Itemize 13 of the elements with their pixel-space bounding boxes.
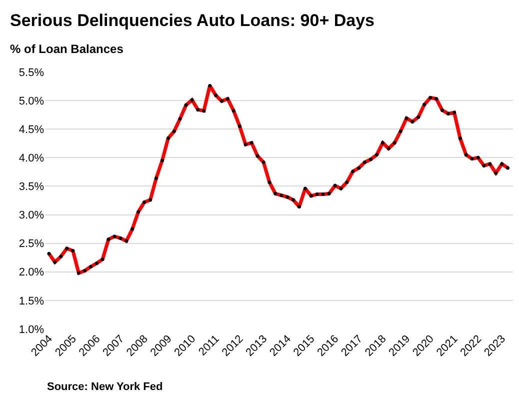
y-tick-label: 5.5% [18,66,44,79]
y-tick-label: 2.5% [18,238,44,250]
y-tick-label: 4.0% [18,152,44,165]
y-tick-label: 2.0% [18,266,44,279]
y-tick-label: 3.0% [18,210,44,222]
y-tick-label: 1.5% [18,295,44,308]
chart-subtitle: % of Loan Balances [10,42,124,56]
chart-title: Serious Delinquencies Auto Loans: 90+ Days [10,11,375,30]
y-tick-label: 3.5% [18,181,44,194]
source-note: Source: New York Fed [47,381,163,393]
y-tick-label: 1.0% [18,324,44,336]
y-tick-label: 4.5% [18,124,44,136]
y-tick-label: 5.0% [18,95,44,108]
